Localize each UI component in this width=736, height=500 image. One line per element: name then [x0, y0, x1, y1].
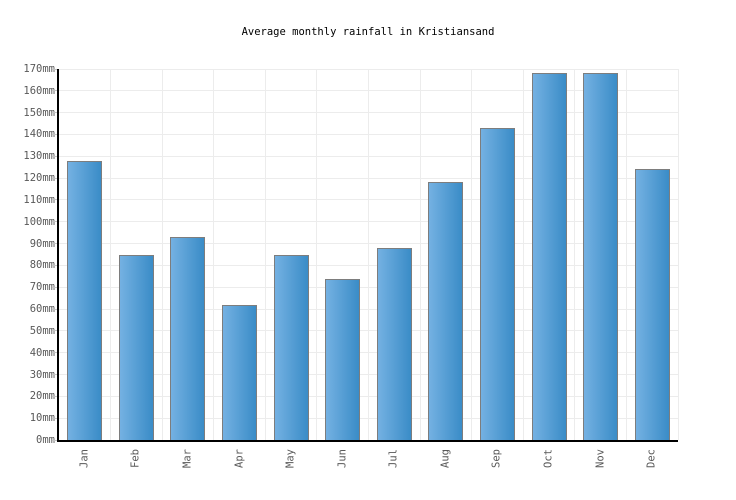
v-gridline-1	[110, 69, 112, 440]
y-tick-mark-50mm	[52, 330, 57, 332]
y-tick-label-60mm: 60mm	[29, 303, 55, 316]
y-tick-mark-170mm	[52, 68, 57, 70]
x-tick-label-dec: Dec	[645, 449, 658, 468]
bar-oct[interactable]	[531, 73, 567, 440]
v-gridline-9	[522, 69, 524, 440]
y-tick-label-110mm: 110mm	[23, 193, 55, 206]
y-tick-label-0mm: 0mm	[36, 434, 55, 446]
y-tick-mark-30mm	[52, 374, 57, 376]
y-tick-label-40mm: 40mm	[29, 346, 55, 359]
y-tick-mark-90mm	[52, 243, 57, 245]
bar-jan[interactable]	[67, 160, 103, 440]
y-tick-label-20mm: 20mm	[29, 390, 55, 403]
y-tick-mark-150mm	[52, 112, 57, 114]
y-tick-mark-20mm	[52, 395, 57, 397]
y-tick-label-90mm: 90mm	[29, 237, 55, 250]
x-tick-label-jul: Jul	[387, 449, 400, 468]
y-tick-label-130mm: 130mm	[23, 150, 55, 163]
x-tick-label-jan: Jan	[78, 449, 91, 468]
bar-dec[interactable]	[634, 169, 670, 440]
v-gridline-8	[471, 69, 473, 440]
x-tick-label-jun: Jun	[336, 449, 349, 468]
y-tick-label-70mm: 70mm	[29, 281, 55, 294]
y-tick-label-50mm: 50mm	[29, 324, 55, 337]
v-gridline-5	[316, 69, 318, 440]
y-tick-mark-40mm	[52, 352, 57, 354]
x-tick-label-sep: Sep	[490, 449, 503, 468]
y-tick-label-160mm: 160mm	[23, 84, 55, 97]
bar-jun[interactable]	[325, 278, 361, 440]
x-tick-label-may: May	[284, 449, 297, 468]
x-tick-label-feb: Feb	[129, 449, 142, 468]
plot-area	[57, 68, 679, 442]
bar-aug[interactable]	[428, 182, 464, 440]
y-tick-mark-120mm	[52, 177, 57, 179]
y-tick-label-170mm: 170mm	[23, 63, 55, 75]
y-tick-label-120mm: 120mm	[23, 172, 55, 185]
x-tick-label-oct: Oct	[542, 449, 555, 468]
x-tick-label-apr: Apr	[233, 449, 246, 468]
y-tick-mark-130mm	[52, 155, 57, 157]
y-tick-mark-10mm	[52, 417, 57, 419]
v-gridline-3	[213, 69, 215, 440]
y-tick-mark-60mm	[52, 308, 57, 310]
y-tick-label-150mm: 150mm	[23, 106, 55, 119]
v-gridline-7	[419, 69, 421, 440]
v-gridline-2	[161, 69, 163, 440]
x-tick-label-aug: Aug	[439, 449, 452, 468]
y-tick-mark-70mm	[52, 286, 57, 288]
y-tick-label-140mm: 140mm	[23, 128, 55, 141]
y-tick-label-80mm: 80mm	[29, 259, 55, 272]
y-tick-mark-100mm	[52, 221, 57, 223]
bar-feb[interactable]	[118, 254, 154, 440]
bar-mar[interactable]	[170, 237, 206, 440]
v-gridline-11	[625, 69, 627, 440]
bar-sep[interactable]	[479, 127, 515, 440]
bar-may[interactable]	[273, 254, 309, 440]
v-gridline-12	[677, 69, 679, 440]
bar-apr[interactable]	[222, 304, 258, 440]
chart-title: Average monthly rainfall in Kristiansand	[241, 26, 495, 38]
y-tick-mark-0mm	[52, 439, 57, 441]
y-tick-mark-110mm	[52, 199, 57, 201]
y-tick-mark-80mm	[52, 264, 57, 266]
v-gridline-10	[574, 69, 576, 440]
x-tick-label-mar: Mar	[181, 449, 194, 468]
y-tick-label-100mm: 100mm	[23, 215, 55, 228]
bar-jul[interactable]	[376, 247, 412, 440]
x-tick-label-nov: Nov	[594, 449, 607, 468]
y-tick-mark-140mm	[52, 133, 57, 135]
y-tick-mark-160mm	[52, 90, 57, 92]
y-tick-label-30mm: 30mm	[29, 368, 55, 381]
v-gridline-6	[368, 69, 369, 440]
bar-nov[interactable]	[583, 73, 619, 440]
v-gridline-4	[264, 69, 266, 440]
y-tick-label-10mm: 10mm	[29, 412, 55, 425]
